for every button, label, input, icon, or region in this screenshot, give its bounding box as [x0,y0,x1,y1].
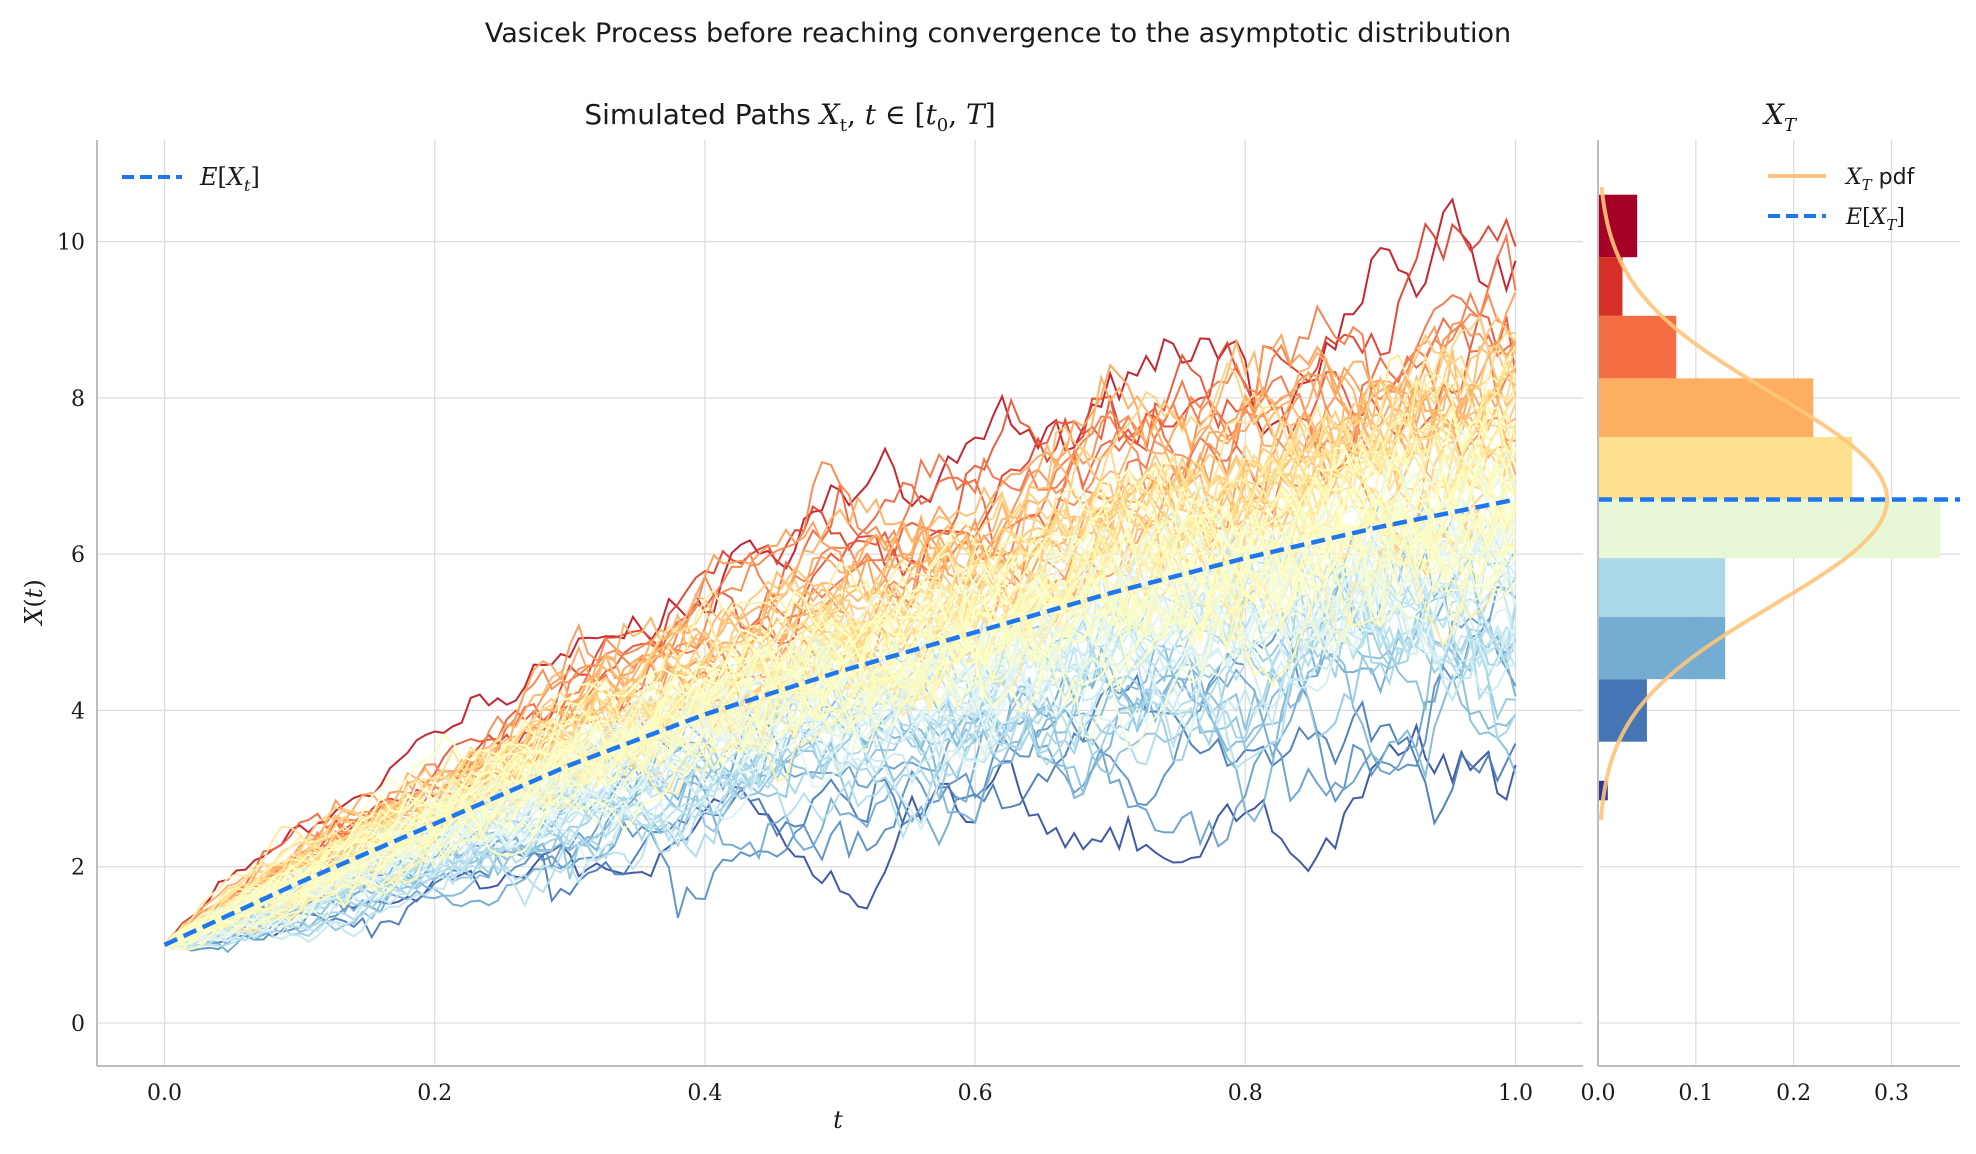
path-line [164,471,1517,946]
path-line [164,494,1517,946]
path-line [163,406,1516,946]
path-line [163,408,1517,946]
y-tick-label: 8 [71,387,85,412]
path-line [164,432,1517,946]
legend-mean-label: E[Xt] [199,163,260,195]
legend-pdf-label: XT pdf [1844,165,1916,194]
hist-axes [1597,140,1960,1067]
y-tick-label: 4 [71,699,85,724]
x-tick-label: 0.4 [687,1081,722,1106]
hist-x-tick-label: 0.2 [1776,1081,1811,1106]
histogram-bar [1598,257,1623,316]
x-tick-label: 0.6 [958,1081,993,1106]
path-line [164,446,1517,951]
path-line [164,504,1517,946]
histogram-bar [1598,315,1677,379]
paths-panel-title: Simulated Paths Xt, t ∈ [t0, T] [584,98,995,136]
path-line [163,455,1517,946]
pdf-curve-group [1598,186,1890,820]
hist-legend: XT pdf E[XT] [1768,165,1916,234]
histogram-bar [1598,378,1814,437]
path-line [163,534,1517,946]
hist-panel-title: XT [1762,98,1798,136]
x-tick-label: 0.8 [1228,1081,1263,1106]
path-line [164,526,1517,946]
y-axis-label: X(t) [20,579,48,627]
histogram-bars [1598,194,1941,801]
simulated-paths [163,197,1517,954]
path-line [164,476,1517,951]
legend-terminal-mean-label: E[XT] [1845,205,1905,234]
path-line [163,427,1516,946]
path-line [163,417,1516,946]
histogram-bar [1598,558,1726,617]
y-tick-label: 0 [71,1012,85,1037]
histogram-bar [1598,499,1941,559]
x-tick-label: 0.0 [147,1081,182,1106]
x-axis-label: t [833,1106,843,1134]
hist-x-tick-label: 0.1 [1678,1081,1713,1106]
x-tick-label: 0.2 [417,1081,452,1106]
paths-axes [96,140,1583,1067]
paths-panel: Simulated Paths Xt, t ∈ [t0, T] 0.0 0.2 0.… [20,98,1583,1134]
hist-x-tick-label: 0.3 [1874,1081,1909,1106]
path-line [164,467,1517,946]
y-tick-label: 10 [57,231,85,256]
histogram-bar [1598,436,1853,500]
figure-suptitle: Vasicek Process before reaching converge… [485,18,1511,49]
path-line [164,509,1516,946]
paths-legend: E[Xt] [122,163,260,195]
pdf-curve [1598,186,1890,820]
terminal-distribution-panel: XT 0.0 0.1 0.2 0.3 XT pdf E[XT] [1581,98,1960,1106]
y-tick-label: 2 [71,856,85,881]
hist-x-tick-label: 0.0 [1581,1081,1616,1106]
hist-tick-labels: 0.0 0.1 0.2 0.3 [1581,1081,1910,1106]
path-line [163,197,1517,946]
x-tick-label: 1.0 [1498,1081,1533,1106]
y-tick-label: 6 [71,543,85,568]
path-line [163,291,1517,946]
paths-tick-labels: 0.0 0.2 0.4 0.6 0.8 1.0 0 2 4 6 8 10 [57,231,1533,1106]
